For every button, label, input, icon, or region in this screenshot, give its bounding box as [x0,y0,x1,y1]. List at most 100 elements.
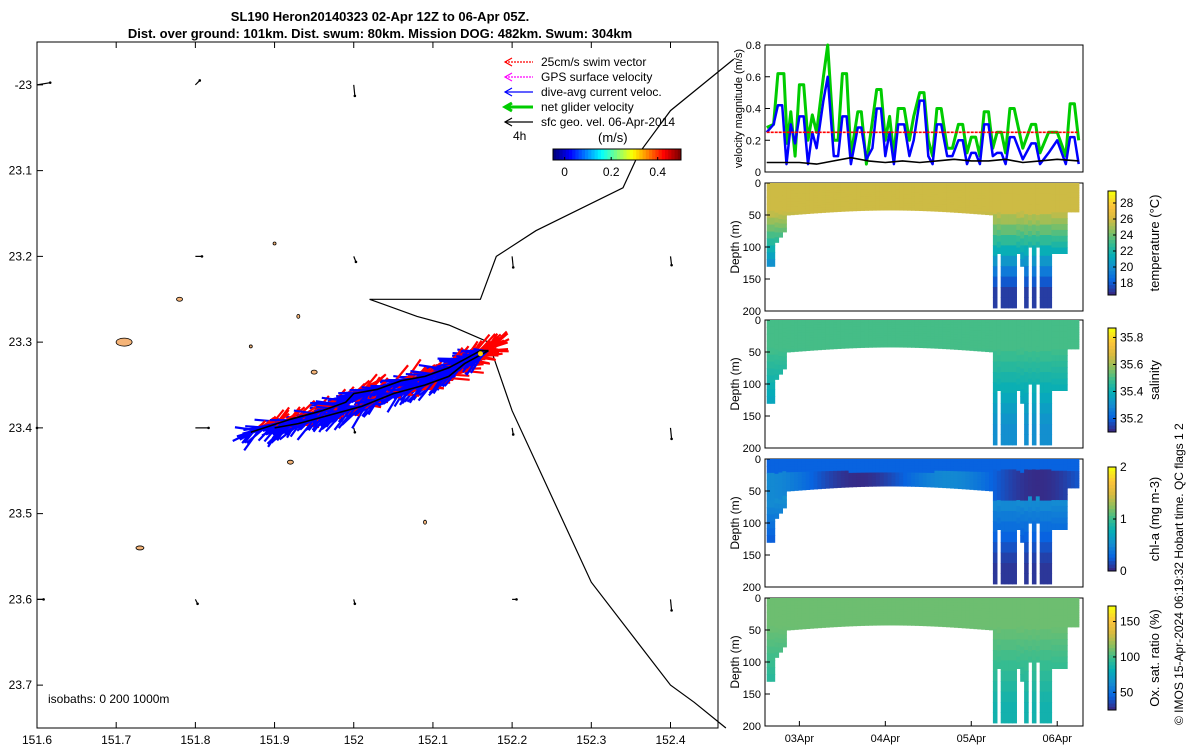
salinity-data-cell [786,333,791,337]
temperature-data-cell [864,207,869,211]
map-colorbar-cell [620,149,624,160]
temperature-data-cell [1016,183,1021,190]
oxygen-data-cell [883,618,889,622]
map-colorbar-cell [626,149,631,160]
chla-data-cell [774,488,780,495]
temperature-data-cell [844,196,850,200]
chla-data-cell [786,466,791,471]
chla-data-cell [833,461,838,465]
oxygen-data-cell [1055,609,1060,617]
temperature-data-cell [1024,235,1029,246]
chla-data-cell [969,486,975,490]
chla-data-cell [969,476,975,480]
temperature-data-cell [992,224,998,236]
salinity-data-cell [1020,361,1025,370]
temperature-data-cell [840,206,846,210]
oxygen-data-cell [942,614,947,618]
salinity-data-cell [938,341,943,345]
chla-data-cell [833,473,838,477]
salinity-data-cell [875,324,881,328]
salinity-data-cell [875,340,881,344]
chla-data-cell [1047,490,1053,502]
temperature-data-cell [1063,229,1068,237]
sfc-geo-vector-head [353,430,357,434]
chla-data-cell [989,477,994,481]
oxygen-data-cell [774,652,780,658]
chla-data-cell [957,461,963,465]
salinity-data-cell [790,341,795,345]
salinity-data-cell [829,346,834,350]
sfc-geo-vector [669,599,673,611]
temperature-data-cell [829,204,834,208]
chla-data-cell [1074,485,1080,489]
chla-data-cell [1039,563,1045,574]
temperature-data-cell [914,194,920,198]
chla-data-cell [965,473,971,478]
oxygen-data-cell [903,604,908,608]
temperature-data-cell [801,200,807,205]
oxygen-data-cell [926,614,932,618]
temperature-data-cell [1055,194,1060,202]
temperature-data-cell [1051,188,1056,196]
temperature-data-cell [790,209,795,213]
salinity-colorbar-tick-label: 35.8 [1120,330,1144,344]
salinity-data-cell [809,335,815,339]
oxygen-data-cell [1016,633,1021,640]
salinity-data-cell [1035,346,1041,353]
chla-data-cell [821,461,826,465]
chla-data-cell [825,483,830,487]
salinity-data-cell [813,342,819,346]
chla-data-cell [1012,542,1017,554]
salinity-data-cell [977,335,982,339]
oxygen-data-cell [891,618,897,622]
salinity-data-cell [790,325,795,329]
oxygen-data-cell [957,605,963,609]
temperature-data-cell [872,203,877,207]
salinity-data-cell [996,343,1002,350]
salinity-data-cell [1067,327,1072,331]
oxygen-data-cell [953,598,959,602]
oxygen-data-cell [1043,691,1049,703]
oxygen-data-cell [840,600,846,604]
chla-data-cell [1024,469,1029,481]
salinity-data-cell [1028,352,1033,358]
temperature-data-cell [969,210,975,214]
oxygen-data-cell [1051,598,1056,605]
oxygen-data-cell [825,614,830,618]
chla-data-cell [786,488,791,492]
salinity-data-cell [790,327,795,332]
chla-data-cell [836,463,842,467]
temperature-data-cell [942,197,947,201]
temperature-data-cell [914,205,920,209]
oxygen-data-cell [891,611,897,615]
salinity-data-cell [942,320,947,323]
salinity-data-cell [891,324,897,328]
chla-data-cell [1074,468,1080,472]
chla-data-cell [950,463,955,467]
oxygen-data-cell [778,643,783,649]
salinity-data-cell [965,320,971,324]
salinity-data-cell [860,326,865,330]
temperature-data-cell [825,207,830,211]
chla-data-cell [797,459,803,463]
salinity-data-cell [879,333,885,337]
oxygen-data-cell [985,621,990,625]
chla-data-cell [930,468,936,472]
salinity-data-cell [934,322,939,326]
temperature-data-cell [1043,287,1049,298]
oxygen-data-cell [899,613,904,617]
oxygen-data-cell [848,604,854,608]
salinity-data-cell [946,346,951,350]
salinity-data-cell [836,320,842,323]
oxygen-data-cell [868,598,873,601]
salinity-data-cell [934,343,939,347]
velocity-series-sfc_geo [766,156,1079,165]
oxygen-data-cell [981,598,986,602]
chla-data-cell [844,459,850,462]
chla-data-cell [973,487,978,491]
chla-data-cell [1043,479,1049,491]
salinity-data-cell [1070,329,1076,333]
temperature-data-cell [770,217,776,226]
chla-data-cell [899,476,904,480]
chla-data-cell [778,481,783,487]
